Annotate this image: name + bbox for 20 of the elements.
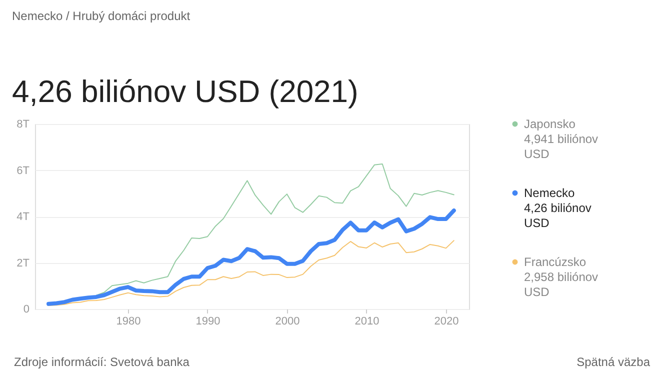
line-series [96,164,454,296]
text: Zdroje informácií: Svetová banka [14,355,190,369]
text: Spätná väzba [576,355,650,369]
legend-label: Japonsko 4,941 biliónov USD [524,117,598,161]
x-tick-label: 2020 [434,316,459,328]
y-tick-label: 0 [23,304,30,316]
x-tick-label: 2010 [354,316,380,328]
line-series [48,240,454,306]
chart-title: 4,26 biliónov USD (2021) [12,74,358,109]
y-tick-label: 6T [16,164,30,177]
x-tick-label: 1980 [116,316,141,328]
legend-label: Francúzsko 2,958 biliónov USD [524,255,598,299]
legend-label: Nemecko 4,26 biliónov USD [524,186,592,230]
line-series [46,208,456,306]
text: Nemecko / Hrubý domáci produkt [12,9,191,23]
y-tick-label: 8T [16,118,30,130]
x-tick-label: 2000 [275,316,300,328]
x-tick-label: 1990 [196,316,220,328]
y-tick-label: 2T [16,257,30,270]
y-tick-label: 4T [16,211,30,223]
